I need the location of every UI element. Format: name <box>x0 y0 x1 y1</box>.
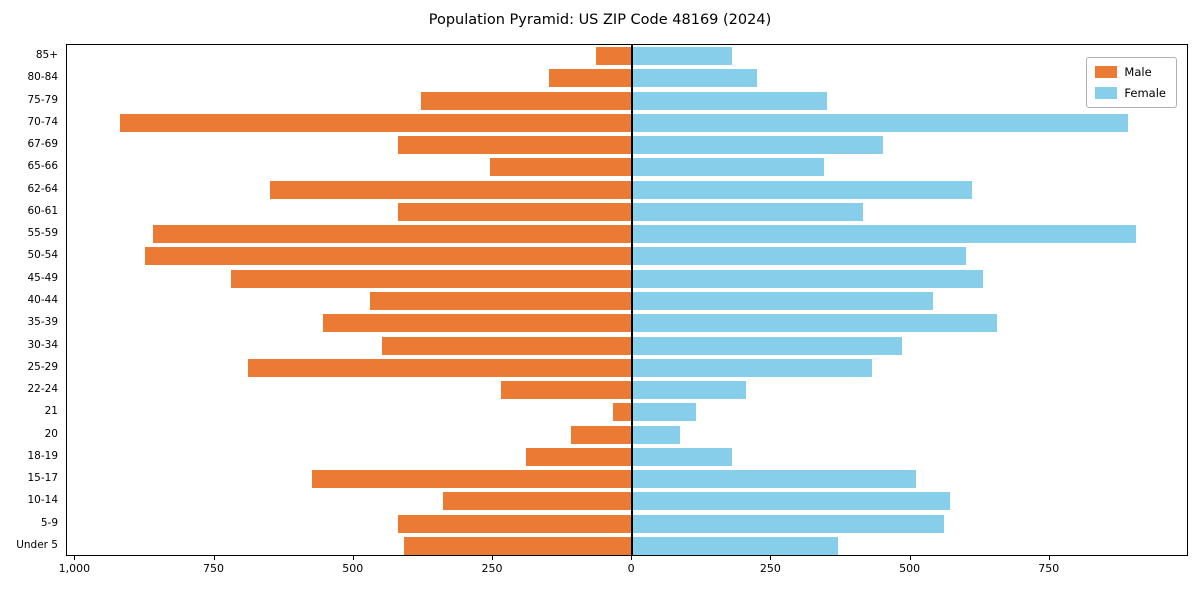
y-tick-label-Under 5: Under 5 <box>16 538 58 551</box>
y-tick-label-80-84: 80-84 <box>27 71 58 84</box>
bar-female-62-64 <box>632 180 972 199</box>
bar-male-5-9 <box>398 514 633 533</box>
bar-female-65-66 <box>632 158 825 177</box>
bar-female-15-17 <box>632 470 917 489</box>
legend-item-female: Female <box>1095 86 1166 100</box>
bar-male-Under 5 <box>403 536 633 555</box>
bar-female-22-24 <box>632 381 747 400</box>
y-tick-label-55-59: 55-59 <box>27 227 58 240</box>
legend: Male Female <box>1086 57 1177 108</box>
x-tick-label-250: 250 <box>481 562 503 575</box>
x-tick-mark-1,000 <box>74 556 76 560</box>
y-tick-label-67-69: 67-69 <box>27 138 58 151</box>
y-tick-label-85+: 85+ <box>35 49 58 62</box>
y-tick-label-65-66: 65-66 <box>27 160 58 173</box>
y-tick-label-25-29: 25-29 <box>27 360 58 373</box>
bar-male-18-19 <box>526 447 633 466</box>
bar-female-30-34 <box>632 336 903 355</box>
bar-male-35-39 <box>323 314 633 333</box>
x-tick-label-1,000: 1,000 <box>58 562 91 575</box>
x-tick-label-750: 750 <box>1038 562 1060 575</box>
plot-area: Male Female <box>66 44 1188 556</box>
bar-male-10-14 <box>442 492 633 511</box>
x-tick-label-500: 500 <box>342 562 364 575</box>
bar-male-15-17 <box>312 470 633 489</box>
bar-female-45-49 <box>632 269 983 288</box>
y-tick-label-60-61: 60-61 <box>27 204 58 217</box>
y-tick-label-22-24: 22-24 <box>27 383 58 396</box>
y-tick-label-40-44: 40-44 <box>27 294 58 306</box>
y-tick-label-5-9: 5-9 <box>40 516 58 529</box>
x-tick-label-750: 750 <box>203 562 225 575</box>
bar-male-85+ <box>595 47 633 66</box>
y-tick-label-21: 21 <box>44 405 58 418</box>
bar-female-10-14 <box>632 492 950 511</box>
x-tick-mark-750 <box>1048 556 1050 560</box>
bar-female-21 <box>632 403 697 422</box>
bar-female-20 <box>632 425 680 444</box>
bar-female-40-44 <box>632 292 933 310</box>
bar-male-55-59 <box>153 225 633 244</box>
bar-male-75-79 <box>420 91 633 110</box>
bar-male-40-44 <box>370 292 633 310</box>
chart-title: Population Pyramid: US ZIP Code 48169 (2… <box>428 12 772 28</box>
bar-male-21 <box>612 403 633 422</box>
bar-female-5-9 <box>632 514 944 533</box>
bar-male-30-34 <box>381 336 633 355</box>
y-tick-label-15-17: 15-17 <box>27 472 58 485</box>
bar-female-25-29 <box>632 358 872 377</box>
bar-male-62-64 <box>270 180 633 199</box>
bar-female-18-19 <box>632 447 733 466</box>
legend-label-female: Female <box>1124 86 1166 100</box>
legend-label-male: Male <box>1124 65 1152 79</box>
x-tick-label-250: 250 <box>759 562 781 575</box>
bar-male-67-69 <box>398 136 633 155</box>
x-tick-mark-250 <box>491 556 493 560</box>
x-tick-mark-750 <box>213 556 215 560</box>
y-tick-label-18-19: 18-19 <box>27 449 58 462</box>
legend-item-male: Male <box>1095 65 1166 79</box>
bar-male-20 <box>570 425 633 444</box>
bar-female-35-39 <box>632 314 997 333</box>
bar-female-50-54 <box>632 247 967 266</box>
bar-female-67-69 <box>632 136 883 155</box>
bar-male-65-66 <box>490 158 633 177</box>
y-tick-label-50-54: 50-54 <box>27 249 58 262</box>
female-legend-swatch <box>1095 87 1118 99</box>
x-tick-mark-500 <box>909 556 911 560</box>
y-tick-label-45-49: 45-49 <box>27 271 58 284</box>
bar-male-25-29 <box>247 358 633 377</box>
y-tick-label-70-74: 70-74 <box>27 115 58 128</box>
y-tick-label-62-64: 62-64 <box>27 182 58 195</box>
bar-male-45-49 <box>231 269 633 288</box>
bar-female-55-59 <box>632 225 1137 244</box>
bar-male-50-54 <box>144 247 633 266</box>
zero-axis-line <box>631 45 633 555</box>
x-tick-mark-250 <box>770 556 772 560</box>
y-tick-label-35-39: 35-39 <box>27 316 58 329</box>
bar-female-85+ <box>632 47 733 66</box>
bar-female-75-79 <box>632 91 828 110</box>
x-tick-mark-0 <box>631 556 633 560</box>
bar-male-80-84 <box>548 69 633 88</box>
x-tick-label-500: 500 <box>899 562 921 575</box>
bar-male-60-61 <box>398 202 633 221</box>
y-tick-label-30-34: 30-34 <box>27 338 58 351</box>
y-tick-label-10-14: 10-14 <box>27 494 58 507</box>
x-tick-label-0: 0 <box>627 562 635 575</box>
bar-male-70-74 <box>119 113 633 132</box>
y-tick-label-75-79: 75-79 <box>27 93 58 106</box>
bar-female-60-61 <box>632 202 864 221</box>
bar-female-Under 5 <box>632 536 839 555</box>
male-legend-swatch <box>1095 66 1118 78</box>
bar-female-70-74 <box>632 113 1128 132</box>
bar-female-80-84 <box>632 69 758 88</box>
y-tick-label-20: 20 <box>44 427 58 440</box>
x-tick-mark-500 <box>352 556 354 560</box>
bar-male-22-24 <box>501 381 633 400</box>
